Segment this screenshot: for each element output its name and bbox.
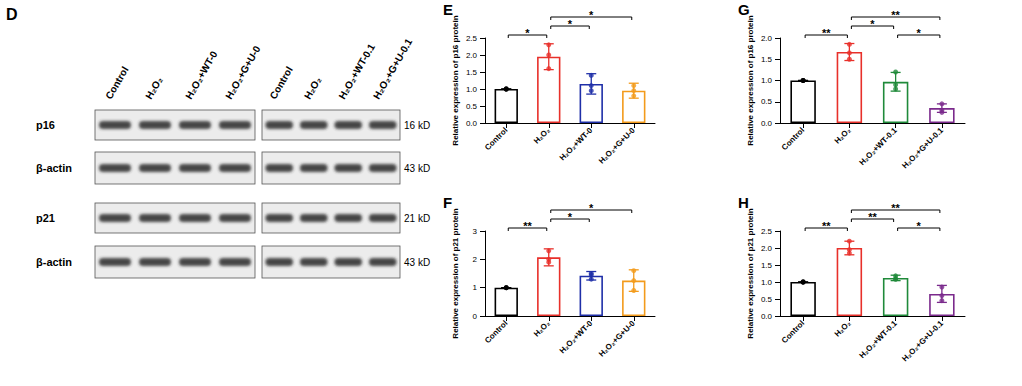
svg-text:**: ** — [822, 220, 831, 232]
svg-text:Relative expression of p16 pro: Relative expression of p16 protein — [451, 15, 460, 145]
svg-text:2: 2 — [473, 255, 478, 264]
svg-text:43 kD: 43 kD — [404, 257, 430, 268]
svg-text:1.5: 1.5 — [466, 68, 478, 77]
svg-text:0.5: 0.5 — [761, 295, 773, 304]
svg-text:1.0: 1.0 — [761, 278, 773, 287]
svg-text:Control: Control — [780, 126, 806, 152]
svg-text:2.0: 2.0 — [761, 244, 773, 253]
svg-text:β-actin: β-actin — [36, 256, 72, 268]
svg-text:H₂O₂: H₂O₂ — [532, 319, 552, 339]
svg-text:1.0: 1.0 — [761, 76, 773, 85]
svg-text:p16: p16 — [36, 119, 55, 131]
svg-text:Relative expression of p21 pro: Relative expression of p21 protein — [746, 208, 755, 338]
svg-text:*: * — [568, 211, 573, 223]
svg-text:Control: Control — [483, 319, 509, 345]
svg-text:1.5: 1.5 — [761, 261, 773, 270]
svg-text:*: * — [870, 18, 875, 30]
svg-text:**: ** — [891, 9, 900, 21]
svg-text:H₂O₂: H₂O₂ — [532, 126, 552, 146]
svg-text:*: * — [917, 27, 922, 39]
svg-text:1: 1 — [473, 283, 478, 292]
svg-text:0: 0 — [473, 312, 478, 321]
svg-text:H₂O₂: H₂O₂ — [302, 75, 323, 101]
svg-text:1.0: 1.0 — [466, 85, 478, 94]
svg-text:**: ** — [822, 27, 831, 39]
svg-text:E: E — [443, 1, 453, 18]
svg-text:H₂O₂+G+U-0: H₂O₂+G+U-0 — [223, 44, 262, 101]
svg-text:*: * — [917, 220, 922, 232]
svg-text:H₂O₂+G+U-0: H₂O₂+G+U-0 — [597, 125, 637, 165]
svg-text:0.5: 0.5 — [761, 97, 773, 106]
svg-text:H₂O₂+WT-0.1: H₂O₂+WT-0.1 — [336, 41, 377, 101]
svg-text:**: ** — [523, 220, 532, 232]
svg-text:2.0: 2.0 — [466, 51, 478, 60]
svg-text:H₂O₂: H₂O₂ — [833, 319, 853, 339]
svg-text:1.5: 1.5 — [761, 55, 773, 64]
svg-text:0.0: 0.0 — [466, 119, 478, 128]
svg-text:**: ** — [891, 202, 900, 214]
svg-text:β-actin: β-actin — [36, 162, 72, 174]
svg-text:*: * — [525, 27, 530, 39]
svg-text:Control: Control — [267, 65, 294, 101]
svg-text:H₂O₂+G+U-0.1: H₂O₂+G+U-0.1 — [900, 318, 945, 363]
svg-text:H₂O₂+G+U-0.1: H₂O₂+G+U-0.1 — [900, 125, 945, 170]
svg-text:F: F — [443, 194, 453, 211]
svg-text:D: D — [6, 6, 18, 23]
svg-text:Control: Control — [780, 319, 806, 345]
svg-text:G: G — [738, 1, 750, 18]
svg-text:H₂O₂: H₂O₂ — [143, 75, 164, 101]
svg-text:*: * — [568, 18, 573, 30]
svg-text:H₂O₂+G+U-0: H₂O₂+G+U-0 — [597, 318, 637, 358]
svg-text:**: ** — [868, 211, 877, 223]
svg-text:2.5: 2.5 — [761, 227, 773, 236]
svg-text:*: * — [589, 202, 594, 214]
svg-text:H: H — [738, 194, 749, 211]
svg-text:Relative expression of p21 pro: Relative expression of p21 protein — [451, 208, 460, 338]
svg-text:H₂O₂+WT-0.1: H₂O₂+WT-0.1 — [857, 318, 899, 360]
svg-text:0.0: 0.0 — [761, 312, 773, 321]
svg-text:2.0: 2.0 — [761, 34, 773, 43]
svg-text:*: * — [589, 9, 594, 21]
svg-text:Control: Control — [103, 65, 130, 101]
svg-text:2.5: 2.5 — [466, 34, 478, 43]
svg-text:p21: p21 — [36, 212, 55, 224]
svg-text:Control: Control — [483, 126, 509, 152]
svg-text:H₂O₂: H₂O₂ — [833, 126, 853, 146]
svg-text:0.0: 0.0 — [761, 119, 773, 128]
svg-text:0.5: 0.5 — [466, 102, 478, 111]
svg-text:Relative expression of p16 pro: Relative expression of p16 protein — [746, 15, 755, 145]
svg-text:H₂O₂+WT-0: H₂O₂+WT-0 — [558, 318, 595, 355]
svg-text:H₂O₂+G+U-0.1: H₂O₂+G+U-0.1 — [371, 36, 415, 101]
svg-text:H₂O₂+WT-0: H₂O₂+WT-0 — [558, 125, 595, 162]
svg-text:16 kD: 16 kD — [404, 120, 430, 131]
svg-text:21 kD: 21 kD — [404, 213, 430, 224]
svg-text:3: 3 — [473, 227, 478, 236]
svg-text:H₂O₂+WT-0: H₂O₂+WT-0 — [183, 49, 220, 101]
svg-text:43 kD: 43 kD — [404, 163, 430, 174]
svg-text:H₂O₂+WT-0.1: H₂O₂+WT-0.1 — [857, 125, 899, 167]
